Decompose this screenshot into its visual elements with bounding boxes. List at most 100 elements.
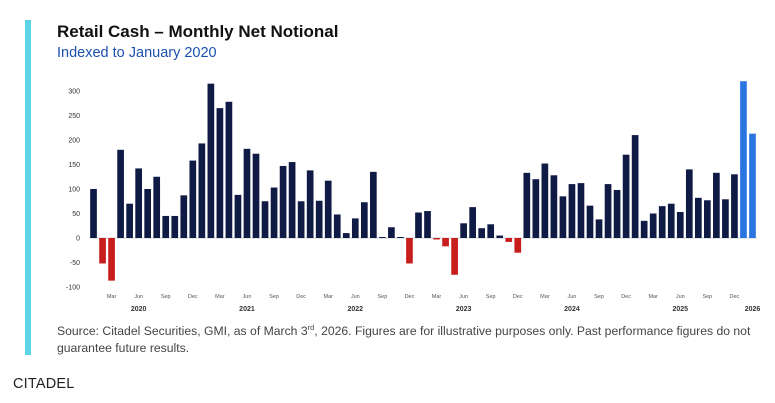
source-note-suffix: , 2026. Figures are for illustrative pur… (57, 324, 751, 356)
x-tick-label: Dec (730, 294, 740, 300)
citadel-brand: CITADEL (13, 376, 75, 392)
x-tick-label: Sep (702, 294, 712, 300)
bar (270, 187, 278, 238)
x-tick-label: Jun (351, 294, 360, 300)
bar (171, 215, 179, 238)
bar (640, 220, 648, 238)
bar (487, 224, 495, 238)
bar (460, 223, 467, 238)
bar (604, 184, 612, 238)
source-note-prefix: Source: Citadel Securities, GMI, as of M… (57, 324, 308, 339)
bar (324, 180, 332, 238)
bar (207, 83, 215, 239)
bar (225, 101, 233, 238)
bar (658, 206, 666, 238)
y-tick-label: 250 (68, 113, 80, 120)
bar (126, 203, 133, 238)
bar (550, 175, 558, 238)
bar (99, 238, 106, 264)
bar (162, 215, 170, 238)
y-tick-label: 100 (68, 187, 80, 194)
chart-subtitle: Indexed to January 2020 (57, 45, 217, 61)
bar (731, 174, 738, 238)
bar (117, 149, 124, 238)
bar (351, 218, 359, 238)
bar (333, 214, 341, 238)
bar (631, 135, 639, 238)
bar (577, 183, 585, 238)
bar (559, 196, 567, 238)
bar (496, 235, 504, 238)
bar (622, 154, 630, 238)
y-tick-label: 0 (76, 236, 80, 243)
year-label: 2025 (672, 306, 688, 313)
bar (568, 184, 576, 238)
x-tick-label: Dec (296, 294, 306, 300)
x-tick-label: Dec (188, 294, 198, 300)
x-tick-label: Sep (161, 294, 171, 300)
bar (108, 238, 115, 281)
bar (451, 238, 458, 275)
bar (740, 81, 747, 238)
y-tick-label: -100 (66, 285, 80, 292)
x-tick-label: Sep (269, 294, 279, 300)
year-label: 2023 (456, 306, 472, 313)
year-label: 2024 (564, 306, 580, 313)
bar (649, 213, 657, 238)
bar (514, 238, 522, 253)
y-tick-label: -50 (70, 260, 80, 267)
bar (216, 108, 224, 239)
bar (198, 143, 206, 238)
x-tick-label: Sep (486, 294, 496, 300)
bar (532, 179, 540, 238)
x-tick-label: Mar (323, 294, 333, 300)
x-tick-label: Jun (459, 294, 468, 300)
bar (749, 133, 756, 238)
source-note-sup: rd (307, 323, 315, 332)
x-tick-label: Sep (377, 294, 387, 300)
bar (379, 237, 386, 238)
bar (523, 172, 531, 238)
x-tick-label: Jun (243, 294, 252, 300)
y-tick-label: 150 (68, 162, 80, 169)
bar (144, 189, 152, 238)
chart-card (25, 20, 766, 355)
bar (370, 171, 377, 238)
bar (288, 162, 296, 238)
bar (667, 203, 675, 238)
bar (243, 148, 251, 238)
year-label: 2020 (131, 306, 147, 313)
x-tick-label: Jun (568, 294, 577, 300)
bar (234, 194, 242, 238)
chart-title: Retail Cash – Monthly Net Notional (57, 22, 339, 41)
x-tick-label: Mar (540, 294, 550, 300)
year-label: 2021 (239, 306, 255, 313)
bar (252, 153, 260, 238)
bar (595, 219, 603, 238)
x-tick-label: Mar (648, 294, 658, 300)
x-tick-label: Mar (107, 294, 117, 300)
bar (442, 238, 449, 247)
bar (713, 172, 720, 238)
bar (90, 189, 97, 238)
bar (189, 160, 197, 238)
bar (342, 233, 350, 238)
bar (613, 189, 621, 238)
bar (676, 212, 684, 238)
year-label: 2022 (348, 306, 364, 313)
x-tick-label: Dec (513, 294, 523, 300)
x-tick-label: Mar (215, 294, 225, 300)
y-tick-label: 300 (68, 89, 80, 96)
bar (297, 201, 305, 238)
bar (478, 228, 486, 238)
bar (279, 165, 287, 238)
bar (315, 200, 323, 238)
x-tick-label: Dec (621, 294, 631, 300)
x-tick-label: Mar (432, 294, 442, 300)
bar (306, 170, 314, 238)
bar (694, 197, 702, 238)
bar (180, 195, 188, 238)
bar (415, 212, 422, 238)
bar (541, 163, 549, 238)
